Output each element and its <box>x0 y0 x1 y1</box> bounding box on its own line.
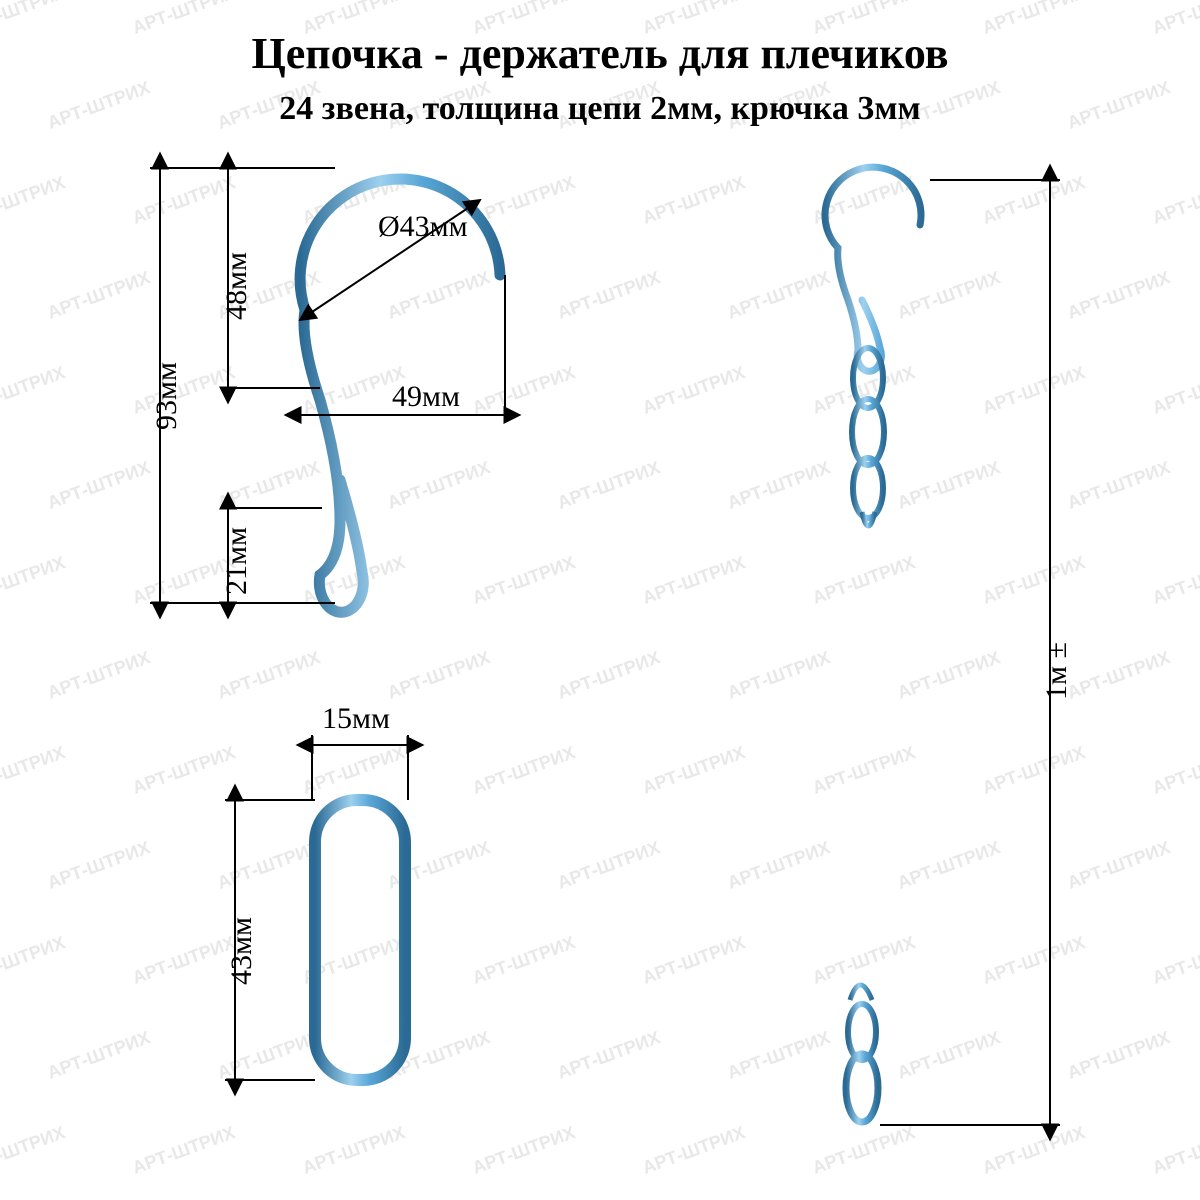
assembly-figure <box>825 167 921 1122</box>
diagram-stage: АРТ-ШТРИХАРТ-ШТРИХАРТ-ШТРИХАРТ-ШТРИХАРТ-… <box>0 0 1200 1200</box>
dim-label-dia: Ø43мм <box>378 210 468 244</box>
dim-label-43h: 43мм <box>225 917 259 985</box>
dim-15 <box>312 735 408 800</box>
dim-label-21: 21мм <box>220 527 254 595</box>
dim-label-1m: 1м ± <box>1040 642 1074 700</box>
dim-label-49: 49мм <box>392 380 460 414</box>
dim-1m <box>880 180 1060 1125</box>
dim-label-93: 93мм <box>150 362 184 430</box>
dim-label-15: 15мм <box>322 702 390 736</box>
dim-label-48: 48мм <box>220 252 254 320</box>
link-figure <box>315 800 405 1080</box>
drawing-svg <box>0 0 1200 1200</box>
